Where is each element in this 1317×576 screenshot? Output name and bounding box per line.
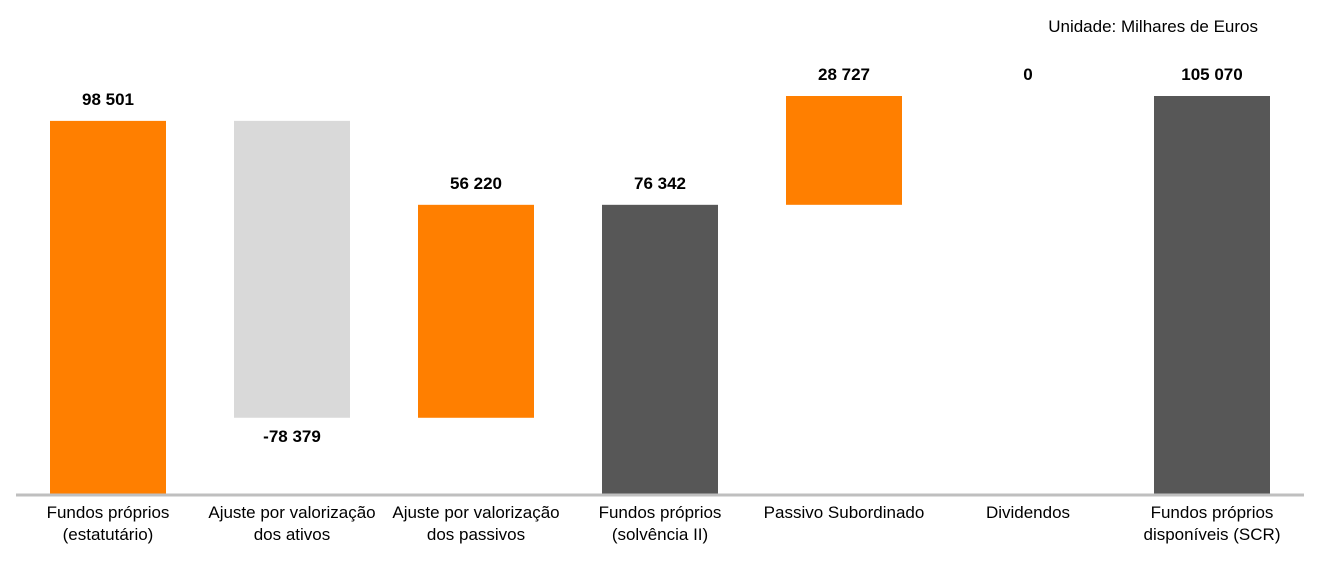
value-label: -78 379: [263, 427, 321, 446]
x-tick-label: Dividendos: [985, 503, 1071, 522]
x-tick-label: Ajuste por valorização dos ativos: [208, 503, 376, 544]
value-label: 28 727: [818, 65, 870, 84]
bar: [1154, 96, 1270, 494]
value-label: 76 342: [634, 174, 686, 193]
bar: [234, 120, 350, 418]
bar: [418, 204, 534, 418]
unit-note: Unidade: Milhares de Euros: [1048, 17, 1258, 36]
x-tick-label: Fundos próprios disponíveis (SCR): [1143, 503, 1281, 544]
x-tick-label: Passivo Subordinado: [763, 503, 925, 522]
value-label: 56 220: [450, 174, 502, 193]
value-label: 98 501: [82, 90, 134, 109]
x-tick-label: Ajuste por valorização dos passivos: [392, 503, 560, 544]
value-label: 0: [1023, 65, 1032, 84]
x-tick-label: Fundos próprios (estatutário): [46, 503, 170, 544]
x-tick-label: Fundos próprios (solvência II): [598, 503, 722, 544]
bar: [786, 96, 902, 205]
bar: [50, 120, 166, 494]
value-label: 105 070: [1181, 65, 1242, 84]
bar: [602, 204, 718, 494]
